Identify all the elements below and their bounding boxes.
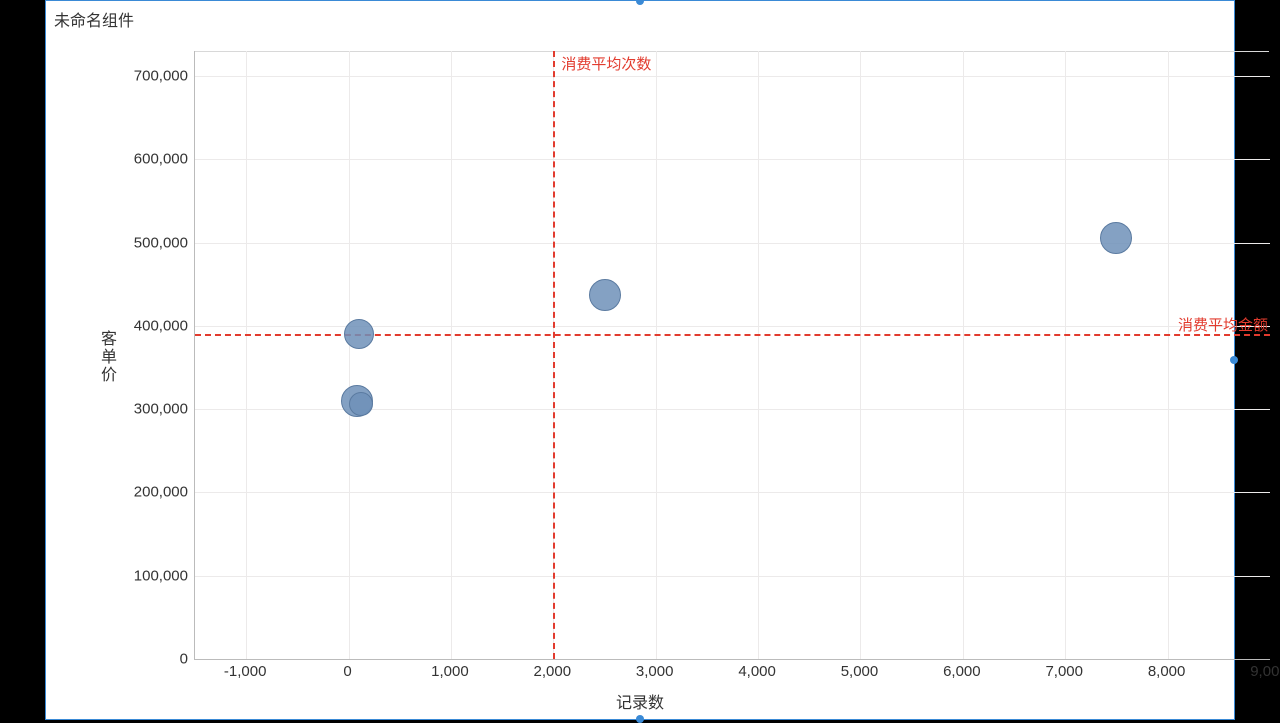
ref-line-horizontal-label: 消费平均金额	[1178, 314, 1268, 335]
vgrid	[349, 51, 350, 659]
vgrid	[963, 51, 964, 659]
vgrid	[1065, 51, 1066, 659]
resize-handle-bottom[interactable]	[636, 715, 644, 723]
y-tick-label: 600,000	[88, 151, 188, 168]
y-tick-label: 300,000	[88, 401, 188, 418]
x-tick-label: 3,000	[615, 663, 695, 680]
y-tick-label: 100,000	[88, 567, 188, 584]
y-tick-label: 700,000	[88, 67, 188, 84]
x-axis-label: 记录数	[46, 689, 1234, 713]
resize-handle-top[interactable]	[636, 0, 644, 5]
x-tick-label: 0	[308, 663, 388, 680]
x-tick-label: 2,000	[512, 663, 592, 680]
x-tick-label: -1,000	[205, 663, 285, 680]
data-point[interactable]	[1100, 222, 1132, 254]
panel-title: 未命名组件	[54, 7, 134, 31]
data-point[interactable]	[589, 279, 621, 311]
data-point[interactable]	[344, 319, 374, 349]
hgrid	[195, 159, 1270, 160]
plot-area[interactable]: 消费平均次数消费平均金额	[194, 51, 1270, 660]
vgrid	[860, 51, 861, 659]
y-tick-label: 400,000	[88, 317, 188, 334]
vgrid	[656, 51, 657, 659]
hgrid	[195, 576, 1270, 577]
x-tick-label: 1,000	[410, 663, 490, 680]
y-axis-label: 客单价	[101, 331, 117, 385]
vgrid	[246, 51, 247, 659]
data-point[interactable]	[349, 392, 373, 416]
vgrid	[1168, 51, 1169, 659]
x-tick-label: 8,000	[1127, 663, 1207, 680]
resize-handle-right[interactable]	[1230, 356, 1238, 364]
chart-panel: 未命名组件 消费平均次数消费平均金额 客单价 记录数 0100,000200,0…	[45, 0, 1235, 720]
y-tick-label: 200,000	[88, 484, 188, 501]
hgrid	[195, 492, 1270, 493]
y-tick-label: 500,000	[88, 234, 188, 251]
hgrid	[195, 76, 1270, 77]
ref-line-vertical-label: 消费平均次数	[561, 53, 651, 74]
ref-line-vertical	[553, 51, 555, 659]
x-tick-label: 7,000	[1024, 663, 1104, 680]
x-tick-label: 4,000	[717, 663, 797, 680]
x-tick-label: 6,000	[922, 663, 1002, 680]
vgrid	[451, 51, 452, 659]
vgrid	[758, 51, 759, 659]
y-tick-label: 0	[88, 651, 188, 668]
x-tick-label: 9,000	[1229, 663, 1280, 680]
x-tick-label: 5,000	[819, 663, 899, 680]
